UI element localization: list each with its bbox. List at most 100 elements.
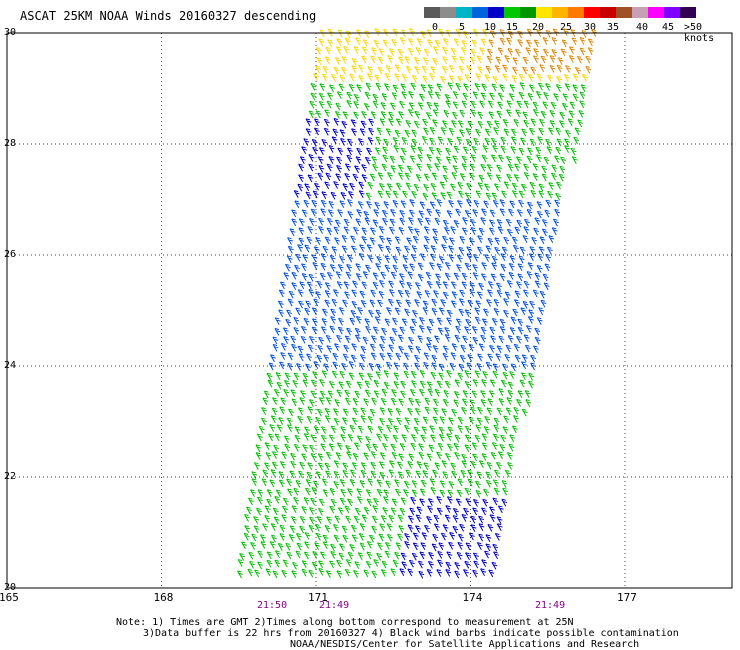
wind-barb — [451, 55, 458, 64]
wind-barb — [448, 245, 455, 254]
wind-barb — [513, 343, 520, 352]
wind-barb — [298, 227, 305, 236]
wind-barb — [317, 172, 324, 181]
wind-barb — [276, 424, 283, 433]
wind-barb — [301, 568, 308, 577]
wind-barb — [266, 498, 273, 507]
legend-swatch — [424, 7, 440, 18]
wind-barb — [424, 397, 431, 406]
wind-barb — [386, 183, 393, 191]
wind-barb — [361, 236, 368, 244]
wind-barb — [551, 227, 558, 235]
wind-barb — [365, 192, 372, 201]
wind-barb — [326, 163, 333, 172]
wind-barb — [489, 30, 496, 39]
wind-barb — [427, 39, 433, 47]
wind-barb — [489, 506, 495, 515]
wind-barb — [316, 57, 323, 66]
wind-barb — [422, 192, 429, 201]
wind-barb — [429, 478, 436, 486]
wind-barb — [349, 317, 356, 326]
wind-barb — [531, 237, 538, 245]
wind-barb — [253, 516, 260, 524]
wind-barb — [377, 66, 384, 75]
note-line-2: 3)Data buffer is 22 hrs from 20160327 4)… — [143, 628, 679, 639]
wind-barb — [464, 192, 471, 201]
wind-barb — [458, 246, 465, 255]
wind-barb — [397, 334, 404, 343]
wind-barb — [351, 343, 358, 351]
wind-barb — [408, 336, 414, 345]
wind-barb — [382, 39, 389, 48]
wind-barb — [332, 289, 339, 297]
wind-barb — [417, 273, 424, 282]
wind-barb — [475, 128, 482, 137]
wind-barb — [585, 55, 592, 64]
wind-barb — [579, 91, 586, 100]
wind-barb — [360, 120, 367, 129]
wind-barb — [464, 381, 471, 389]
wind-barb — [430, 487, 437, 495]
wind-barb — [490, 273, 497, 282]
wind-barb — [301, 453, 308, 462]
wind-barb — [367, 254, 374, 263]
wind-barb — [530, 66, 537, 75]
wind-barb — [578, 110, 585, 118]
wind-barb — [336, 442, 343, 451]
wind-barb — [291, 570, 298, 578]
time-label: 21:49 — [319, 600, 350, 611]
wind-barb — [316, 280, 323, 289]
wind-barb — [361, 164, 368, 172]
wind-barb — [471, 146, 478, 154]
wind-barb — [313, 127, 320, 136]
wind-barb — [305, 479, 312, 487]
legend-color-bar — [424, 7, 696, 18]
wind-barb — [327, 39, 334, 48]
wind-barb — [417, 262, 424, 271]
wind-barb — [471, 442, 478, 451]
wind-barb — [349, 478, 356, 487]
wind-barb — [382, 217, 388, 226]
wind-barb — [461, 39, 468, 48]
wind-barb — [450, 47, 457, 56]
wind-barb — [511, 75, 518, 83]
wind-barb — [499, 208, 506, 217]
wind-barb — [349, 469, 356, 478]
wind-barb — [385, 480, 392, 489]
wind-barb — [498, 388, 505, 396]
wind-barb — [477, 182, 484, 191]
wind-barb — [427, 84, 434, 92]
wind-barb — [491, 317, 498, 326]
wind-barb — [305, 191, 312, 200]
wind-barb — [408, 217, 415, 226]
wind-barb — [300, 325, 307, 334]
wind-barb — [496, 461, 502, 470]
wind-barb — [470, 227, 477, 235]
wind-barb — [580, 84, 587, 93]
wind-barb — [456, 136, 463, 145]
wind-barb — [485, 65, 492, 74]
wind-barb — [463, 83, 470, 92]
wind-barb — [413, 417, 420, 426]
wind-barb — [361, 55, 368, 64]
wind-barb — [374, 201, 381, 210]
wind-barb — [494, 65, 501, 73]
wind-barb — [386, 523, 393, 531]
lat-tick-label: 28 — [4, 138, 17, 149]
wind-barb — [454, 434, 461, 443]
wind-barb — [366, 541, 373, 549]
wind-barb — [378, 533, 385, 542]
wind-barb — [475, 480, 481, 489]
wind-barb — [387, 408, 394, 416]
wind-barb — [408, 453, 415, 462]
wind-barb — [443, 390, 450, 398]
wind-barb — [518, 147, 525, 156]
wind-barb — [452, 515, 459, 523]
wind-barb — [496, 523, 503, 532]
wind-barb — [440, 299, 447, 307]
wind-barb — [455, 208, 462, 217]
wind-barb — [324, 415, 331, 423]
wind-barb — [432, 416, 439, 425]
wind-barb — [363, 569, 370, 578]
wind-barb — [444, 227, 450, 235]
